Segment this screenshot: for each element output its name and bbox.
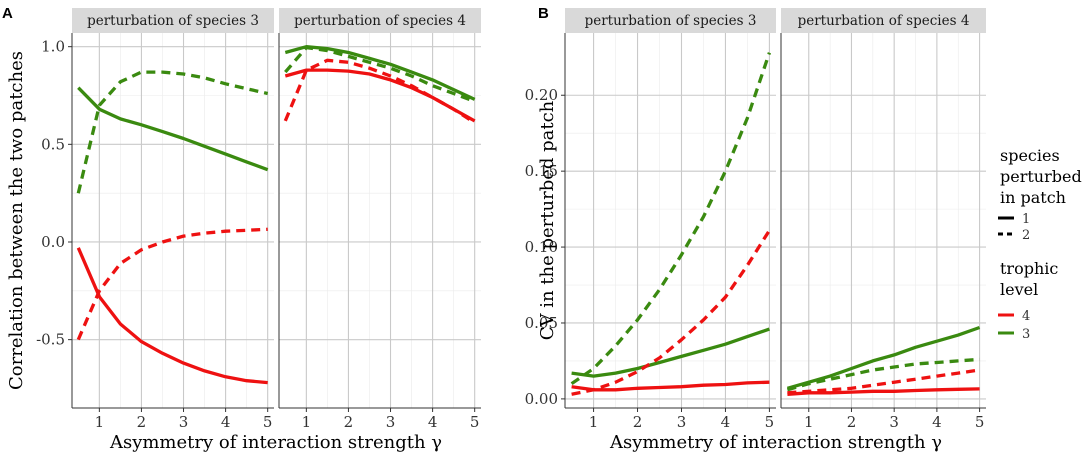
panel-a-x-axis-title: Asymmetry of interaction strength γ <box>109 432 442 453</box>
legend: species perturbed in patch 1 2 trophic l… <box>998 146 1082 342</box>
panel-a-facet-1-background <box>72 33 274 408</box>
panel-a-facet-1-x-tick-label: 4 <box>221 413 231 431</box>
panel-a-facet-2-x-tick-label: 2 <box>344 413 354 431</box>
series-a-facet1-level4-patch1-line <box>76 247 268 385</box>
series-b-facet2-level4-patch1-line <box>787 387 980 396</box>
panel-a-facet-1-y-tick-label: 0.5 <box>41 135 65 153</box>
panel-a-facet-2-x-tick-label: 5 <box>470 413 480 431</box>
panel-a-facet-2-strip-label: perturbation of species 4 <box>294 13 466 29</box>
panel-letter-a: A <box>2 5 13 22</box>
panel-a-facet-1-strip <box>72 8 274 33</box>
panel-b-facet-1-y-tick-label: 0.15 <box>525 162 558 180</box>
panel-b-facet-1-x-tick-label: 3 <box>677 413 687 431</box>
panel-b-y-axis-title: CV in the perturbed patch <box>537 100 558 340</box>
panel-a-facet-1-y-tick-label: 0.0 <box>41 233 65 251</box>
legend-color-title-line-1: trophic <box>1000 259 1058 278</box>
legend-linetype-title-line-2: perturbed <box>1000 167 1082 186</box>
panel-a-y-axis-title: Correlation between the two patches <box>6 51 27 390</box>
panel-b-facet-1-strip <box>565 8 776 33</box>
panel-b-facet-2-x-tick-label: 4 <box>932 413 942 431</box>
panel-a-facet-1-x-tick-label: 2 <box>137 413 147 431</box>
panel-a-facet-1-strip-label: perturbation of species 3 <box>87 13 259 29</box>
panel-b-facet-1-background <box>565 33 776 408</box>
series-b-facet1-level3-patch1-line <box>571 327 770 378</box>
series-a-facet1-level3-patch1-line <box>77 86 269 172</box>
legend-label-perturbed-1: 1 <box>1022 212 1030 227</box>
legend-linetype-title-line-1: species <box>1000 146 1060 165</box>
series-b-facet1-level4-patch2-line <box>571 229 771 396</box>
series-b-facet2-level4-patch2-line <box>787 368 980 395</box>
panel-a-facet-2-x-tick-label: 4 <box>428 413 438 431</box>
panel-b-facet-2-x-tick-label: 5 <box>975 413 985 431</box>
panel-a-facet-1-y-tick-label: -0.5 <box>36 331 65 349</box>
panel-b-facet-1-x-tick-label: 5 <box>765 413 775 431</box>
plot-layer: perturbation of species 3 1 2 3 4 5 -0.5 0.0 0.5… <box>6 8 986 453</box>
series-b-facet2-level3-patch2-line <box>786 357 980 392</box>
panel-a-facet-2-x-tick-label: 3 <box>386 413 396 431</box>
panel-b-facet-2-x-tick-label: 2 <box>847 413 857 431</box>
panel-b-facet-1-y-tick-label: 0.20 <box>525 86 558 104</box>
panel-b-facet-2-background <box>781 33 986 408</box>
series-a-facet2-level3-patch2-line <box>284 45 476 103</box>
legend-label-level-3: 3 <box>1022 327 1030 342</box>
panel-b-facet-2-x-tick-label: 1 <box>804 413 814 431</box>
panel-b-facet-2-strip <box>781 8 986 33</box>
panel-b-x-axis-title: Asymmetry of interaction strength γ <box>609 432 942 453</box>
panel-letter-b: B <box>538 5 549 22</box>
panel-b-facet-2-x-tick-label: 3 <box>889 413 899 431</box>
legend-label-perturbed-2: 2 <box>1022 228 1030 243</box>
panel-a-facet-1-x-tick-label: 5 <box>263 413 273 431</box>
series-b-facet1-level4-patch1-line <box>571 380 770 392</box>
panel-a-facet-1-y-tick-label: 1.0 <box>41 38 65 56</box>
series-b-facet2-level3-patch1-line <box>786 325 981 390</box>
legend-label-level-4: 4 <box>1022 309 1030 324</box>
series-a-facet2-level4-patch2-line <box>283 58 476 125</box>
panel-b-facet-1-strip-label: perturbation of species 3 <box>585 13 757 29</box>
panel-b-facet-1-y-tick-label: 0.00 <box>525 390 558 408</box>
panel-b-facet-2-strip-label: perturbation of species 4 <box>798 13 970 29</box>
panel-b-facet-1-y-tick-label: 0.10 <box>525 238 558 256</box>
panel-b-facet-1-x-tick-label: 2 <box>633 413 643 431</box>
panel-a-facet-2-x-tick-label: 1 <box>302 413 312 431</box>
panel-b-facet-1-x-tick-label: 4 <box>721 413 731 431</box>
panel-a-facet-2-strip <box>279 8 481 33</box>
legend-linetype-title-line-3: in patch <box>1000 188 1066 207</box>
panel-a-facet-1-x-tick-label: 1 <box>95 413 105 431</box>
panel-b-facet-1-y-tick-label: 0.05 <box>525 314 558 332</box>
panel-b-facet-1-x-tick-label: 1 <box>589 413 599 431</box>
legend-color-title-line-2: level <box>1000 280 1038 299</box>
series-a-facet2-level3-patch1-line <box>284 45 476 101</box>
series-b-facet1-level3-patch2-line <box>570 52 771 386</box>
series-a-facet1-level3-patch2-line <box>76 70 269 194</box>
panel-a-facet-1-x-tick-label: 3 <box>179 413 189 431</box>
